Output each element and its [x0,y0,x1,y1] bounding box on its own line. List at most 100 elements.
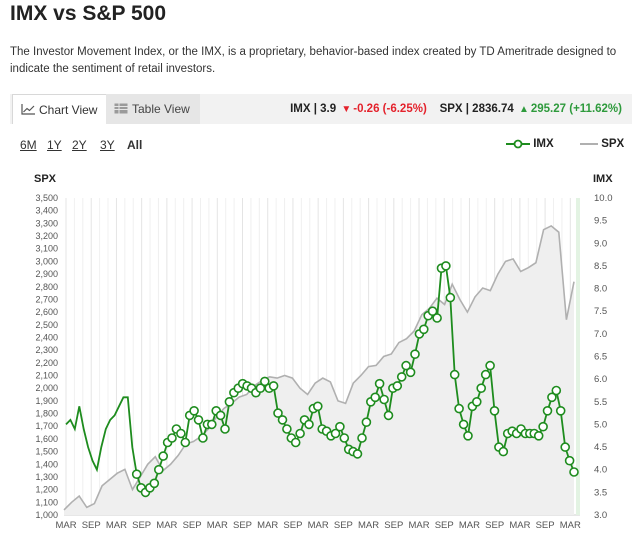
imx-point [458,419,469,430]
x-tick-label: MAR [408,520,429,531]
chart-icon [21,96,35,126]
range-2y[interactable]: 2Y [72,138,87,152]
left-tick-label: 1,900 [35,396,58,406]
imx-point [560,442,571,452]
imx-point [542,405,553,416]
range-1y[interactable]: 1Y [47,138,62,152]
left-tick-label: 2,900 [35,269,58,279]
left-tick-label: 3,300 [35,218,58,228]
imx-point [383,410,394,421]
left-tick-label: 3,200 [35,231,58,241]
x-tick-label: MAR [207,520,228,531]
imx-point [335,421,345,432]
imx-point [131,469,142,480]
tab-table-view[interactable]: Table View [106,94,200,124]
imx-point [176,428,186,439]
imx-point [207,419,217,430]
imx-point [445,292,456,303]
left-tick-label: 2,000 [35,383,58,393]
right-tick-label: 4.5 [594,442,607,453]
legend-spx[interactable]: SPX [580,138,624,150]
imx-point [220,424,230,434]
right-tick-label: 7.5 [594,306,607,317]
chart-area: 6M 1Y 2Y 3Y All IMX SPX SPX IMX MAR SEP MAR S… [10,124,632,549]
up-arrow-icon: ▲ [518,104,529,115]
left-tick-label: 1,700 [35,421,58,431]
left-tick-label: 2,500 [35,320,58,330]
imx-point [418,324,429,335]
imx-point [357,433,367,443]
imx-point [370,392,381,403]
imx-point [260,376,270,387]
x-tick-label: MAR [106,520,127,531]
imx-point [189,405,199,416]
imx-point [312,401,323,412]
x-tick-label: MAR [459,520,480,531]
x-tick-label: MAR [358,520,379,531]
tab-chart-view-label: Chart View [39,103,98,117]
right-tick-label: 5.0 [594,419,607,430]
left-tick-label: 1,400 [35,459,58,469]
left-axis-title: SPX [34,173,57,185]
imx-point [454,403,464,414]
x-tick-label: MAR [257,520,278,531]
imx-point [471,396,482,407]
imx-point [361,417,372,428]
right-tick-label: 7.0 [594,329,607,340]
imx-point [449,369,460,380]
imx-point [485,360,495,371]
left-tick-label: 3,100 [35,244,58,254]
left-tick-label: 3,400 [35,206,58,216]
page-title: IMX vs S&P 500 [10,2,167,25]
table-icon [114,95,128,125]
x-tick-label: SEP [384,520,403,531]
recent-highlight-band [576,198,580,515]
imx-point [295,428,305,439]
left-tick-label: 2,300 [35,345,58,355]
imx-point [282,424,292,434]
legend-spx-label: SPX [601,138,625,150]
right-tick-label: 8.5 [594,261,607,272]
right-tick-label: 6.5 [594,352,607,363]
imx-point [427,306,438,316]
left-tick-label: 1,100 [35,497,58,507]
imx-point [273,408,283,418]
imx-point [180,437,191,448]
imx-point [569,467,579,477]
range-6m[interactable]: 6M [20,138,37,152]
imx-point [330,428,341,439]
right-tick-label: 6.0 [594,374,607,385]
right-tick-label: 3.0 [594,510,607,521]
tab-chart-view[interactable]: Chart View [12,94,110,125]
left-tick-label: 1,200 [35,485,58,495]
imx-point [352,449,363,459]
imx-point [480,369,491,380]
range-3y[interactable]: 3Y [100,138,115,152]
x-tick-label: SEP [233,520,252,531]
legend-imx[interactable]: IMX [506,138,554,150]
x-tick-label: SEP [485,520,504,531]
x-tick-label: MAR [156,520,177,531]
x-tick-label: MAR [560,520,581,531]
page-description: The Investor Movement Index, or the IMX,… [10,46,617,75]
left-tick-label: 3,000 [35,256,58,266]
imx-quote-label: IMX | 3.9 [290,103,337,115]
imx-point [304,419,314,430]
right-tick-label: 3.5 [594,487,607,498]
left-tick-label: 2,600 [35,307,58,317]
imx-point [268,381,279,391]
imx-point [149,478,160,489]
left-tick-label: 1,800 [35,409,58,419]
left-tick-label: 1,000 [35,510,58,520]
range-all[interactable]: All [127,138,143,152]
x-tick-label: MAR [308,520,329,531]
imx-point [551,385,562,396]
spx-quote-label: SPX | 2836.74 [439,103,514,115]
imx-point [498,446,509,457]
imx-point [167,433,177,443]
imx-point [533,430,544,441]
imx-point [410,349,420,359]
imx-point [405,367,416,378]
imx-point [379,394,389,405]
imx-point [290,437,301,448]
